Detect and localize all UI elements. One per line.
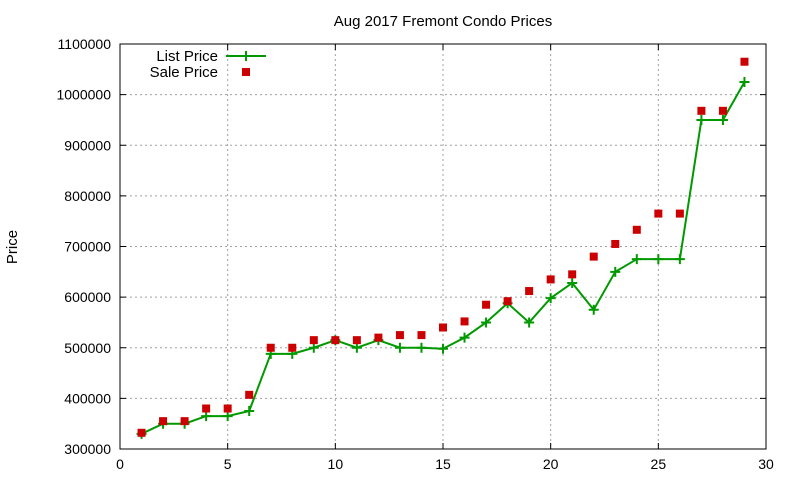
sale-price-point	[331, 336, 340, 345]
sale-price-point	[417, 331, 426, 340]
x-tick-label: 20	[543, 456, 559, 472]
sale-price-point	[137, 428, 146, 437]
sale-price-point	[632, 225, 641, 234]
list-price-point	[739, 76, 750, 87]
list-price-point	[201, 411, 212, 422]
x-tick-label: 30	[758, 456, 774, 472]
series	[136, 57, 750, 439]
list-price-point	[545, 293, 556, 304]
list-price-point	[696, 114, 707, 125]
y-axis-label: Price	[4, 230, 21, 264]
list-price-point	[481, 317, 492, 328]
sale-price-point	[460, 317, 469, 326]
x-tick-label: 10	[328, 456, 344, 472]
list-price-point	[567, 277, 578, 288]
sale-price-point	[288, 343, 297, 352]
sale-price-point	[568, 270, 577, 279]
sale-price-point	[503, 297, 512, 306]
sale-price-point	[740, 57, 749, 66]
list-price-point	[438, 343, 448, 354]
sale-price-point	[482, 300, 491, 309]
list-price-point	[524, 317, 535, 328]
sale-price-point	[654, 209, 663, 218]
y-tick-label: 400000	[64, 390, 111, 406]
list-price-point	[588, 304, 599, 315]
list-price-point	[610, 266, 621, 277]
y-tick-label: 700000	[64, 239, 111, 255]
y-tick-label: 600000	[64, 289, 111, 305]
sale-price-point	[309, 336, 318, 345]
sale-price-point	[245, 390, 254, 399]
sale-price-point	[395, 331, 404, 340]
list-price-point	[244, 406, 255, 417]
list-price-point	[459, 332, 470, 343]
list-price-point	[416, 342, 427, 353]
y-tick-label: 900000	[64, 137, 111, 153]
sale-price-point	[611, 239, 620, 248]
sale-price-point	[525, 287, 534, 296]
x-tick-label: 25	[651, 456, 667, 472]
legend-label-list-price: List Price	[156, 48, 218, 65]
list-price-point	[308, 342, 319, 353]
sale-price-point	[718, 106, 727, 115]
legend-swatch-sale-price	[242, 68, 250, 76]
x-tick-label: 15	[435, 456, 451, 472]
sale-price-point	[266, 343, 275, 352]
list-price-point	[394, 342, 405, 353]
sale-price-point	[439, 323, 447, 332]
y-tick-label: 1100000	[58, 36, 112, 52]
sale-price-point	[697, 106, 706, 115]
list-price-point	[222, 411, 233, 422]
ticks: 0 5 10 15 20 25 30 300000 400000 500000 600000 7000…	[56, 36, 774, 472]
plot-border	[119, 43, 767, 450]
sale-price-point	[589, 252, 598, 261]
legend-marker-list-price	[241, 51, 251, 61]
sale-price-point	[546, 275, 555, 284]
legend: List Price Sale Price	[150, 48, 266, 81]
x-tick-label: 5	[224, 456, 232, 472]
x-tick-label: 0	[116, 456, 124, 472]
sale-price-point	[202, 404, 211, 413]
y-tick-label: 300000	[64, 441, 111, 457]
y-tick-label: 500000	[64, 340, 111, 356]
legend-label-sale-price: Sale Price	[150, 64, 218, 81]
list-price-point	[653, 254, 664, 265]
list-price-point	[351, 342, 362, 353]
sale-price-point	[180, 417, 189, 426]
sale-price-point	[223, 404, 232, 413]
grid	[120, 44, 766, 449]
sale-price-point	[374, 333, 383, 342]
sale-price-point	[675, 209, 684, 218]
y-tick-label: 1000000	[56, 87, 111, 103]
list-price-point	[674, 254, 685, 265]
y-tick-label: 800000	[64, 188, 111, 204]
chart-title: Aug 2017 Fremont Condo Prices	[334, 13, 552, 30]
sale-price-point	[352, 336, 361, 345]
list-price-point	[631, 254, 642, 265]
list-price-point	[717, 114, 728, 125]
sale-price-point	[159, 417, 168, 426]
